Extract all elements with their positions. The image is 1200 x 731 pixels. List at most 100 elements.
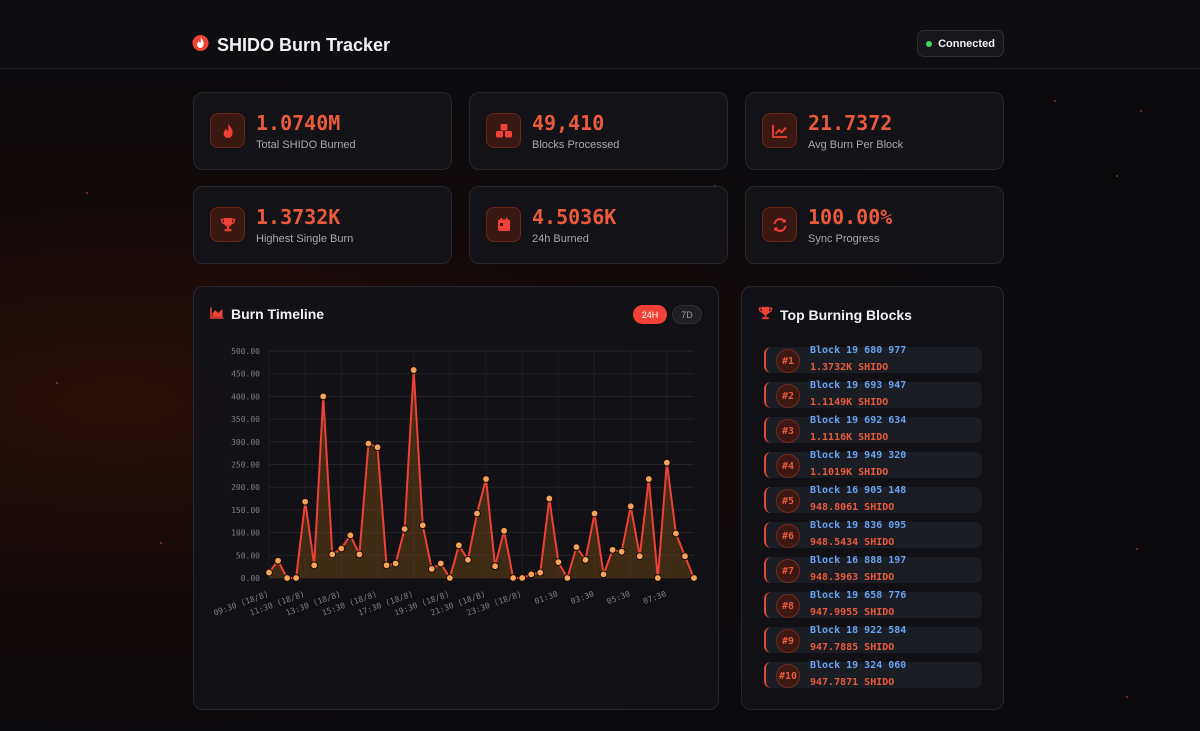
list-item[interactable]: #7 Block 16 888 197 948.3963 SHIDO [764, 555, 982, 583]
stat-card-avg-burn: 21.7372 Avg Burn Per Block [745, 92, 1004, 170]
ember-particle [160, 542, 162, 544]
data-point [527, 570, 536, 579]
data-point [346, 531, 355, 540]
rank-badge: #10 [776, 664, 800, 688]
data-point [473, 509, 481, 518]
rank-badge: #7 [776, 559, 800, 583]
y-tick-label: 300.00 [231, 438, 260, 447]
cubes-icon [486, 113, 521, 148]
burn-amount: 1.3732K SHIDO [810, 362, 889, 373]
data-point [292, 574, 301, 582]
y-tick-label: 400.00 [231, 392, 260, 401]
stat-label: Highest Single Burn [256, 233, 354, 245]
list-item[interactable]: #1 Block 19 680 977 1.3732K SHIDO [764, 345, 982, 373]
data-point [590, 509, 599, 518]
stat-label: Blocks Processed [532, 139, 620, 151]
area-chart-icon [210, 306, 224, 322]
burn-amount: 948.3963 SHIDO [810, 572, 895, 583]
data-point [436, 559, 445, 568]
list-item[interactable]: #2 Block 19 693 947 1.1149K SHIDO [764, 380, 982, 408]
data-point [662, 458, 671, 467]
block-number: Block 19 680 977 [810, 345, 907, 356]
rank-badge: #3 [776, 419, 800, 443]
data-point [355, 550, 364, 559]
y-tick-label: 50.00 [236, 551, 260, 560]
stat-value: 100.00% [808, 205, 893, 229]
range-7d-button[interactable]: 7D [672, 305, 702, 324]
data-point [319, 392, 328, 401]
connection-status-badge: Connected [917, 30, 1004, 57]
data-point [283, 574, 291, 582]
y-tick-label: 200.00 [231, 483, 260, 492]
block-number: Block 19 324 060 [810, 660, 907, 671]
data-point [391, 559, 400, 568]
data-point [554, 558, 563, 567]
data-point [310, 561, 319, 570]
flame-icon [210, 113, 245, 148]
trend-chart-icon [762, 113, 797, 148]
stat-card-24h-burned: 4.5036K 24h Burned [469, 186, 728, 264]
data-point [301, 497, 310, 506]
data-point [681, 552, 689, 561]
rank-badge: #5 [776, 489, 800, 513]
data-point [599, 570, 608, 579]
ember-particle [1140, 110, 1142, 112]
trophy-icon [210, 207, 245, 242]
block-number: Block 19 836 095 [810, 520, 907, 531]
data-point [382, 561, 391, 570]
list-item[interactable]: #9 Block 18 922 584 947.7885 SHIDO [764, 625, 982, 653]
brand[interactable]: SHIDO Burn Tracker [192, 33, 390, 57]
list-item[interactable]: #4 Block 19 949 320 1.1019K SHIDO [764, 450, 982, 478]
x-tick-label: 01:30 [533, 589, 559, 606]
burn-amount: 948.8061 SHIDO [810, 502, 895, 513]
top-burning-blocks-panel: Top Burning Blocks #1 Block 19 680 977 1.3… [741, 286, 1004, 710]
data-point [563, 574, 572, 582]
data-point [581, 555, 590, 564]
list-item[interactable]: #10 Block 19 324 060 947.7871 SHIDO [764, 660, 982, 688]
data-point [500, 526, 509, 535]
data-point [373, 443, 382, 452]
y-tick-label: 450.00 [231, 370, 260, 379]
list-item[interactable]: #3 Block 19 692 634 1.1116K SHIDO [764, 415, 982, 443]
data-point [509, 574, 518, 582]
stat-value: 1.0740M [256, 111, 341, 135]
data-point [644, 475, 653, 483]
rank-badge: #9 [776, 629, 800, 653]
burn-amount: 1.1149K SHIDO [810, 397, 889, 408]
stat-card-total-burned: 1.0740M Total SHIDO Burned [193, 92, 452, 170]
stat-label: Sync Progress [808, 233, 880, 245]
burn-amount: 948.5434 SHIDO [810, 537, 895, 548]
burn-amount: 947.7871 SHIDO [810, 677, 895, 688]
range-24h-button[interactable]: 24H [633, 305, 667, 324]
rank-badge: #4 [776, 454, 800, 478]
data-point [491, 562, 499, 571]
data-point [364, 439, 373, 448]
y-tick-label: 0.00 [241, 574, 260, 583]
data-point [672, 529, 680, 538]
burn-amount: 1.1116K SHIDO [810, 432, 889, 443]
list-item[interactable]: #6 Block 19 836 095 948.5434 SHIDO [764, 520, 982, 548]
stat-value: 21.7372 [808, 111, 893, 135]
data-point [572, 543, 581, 552]
data-point [690, 574, 698, 582]
data-point [409, 366, 418, 374]
data-point [545, 494, 554, 503]
stat-label: 24h Burned [532, 233, 589, 245]
y-tick-label: 350.00 [231, 415, 260, 424]
data-point [418, 521, 427, 530]
data-point [400, 525, 409, 533]
ember-particle [1116, 175, 1118, 177]
list-item[interactable]: #5 Block 16 905 148 948.8061 SHIDO [764, 485, 982, 513]
top-blocks-header: Top Burning Blocks [758, 306, 912, 323]
calendar-icon [486, 207, 521, 242]
stat-label: Avg Burn Per Block [808, 139, 904, 151]
area-fill [269, 370, 694, 578]
data-point [464, 555, 472, 564]
ember-particle [1136, 548, 1138, 550]
list-item[interactable]: #8 Block 19 658 776 947.9955 SHIDO [764, 590, 982, 618]
data-point [337, 544, 346, 553]
block-number: Block 16 905 148 [810, 485, 907, 496]
data-point [608, 545, 617, 554]
top-blocks-list: #1 Block 19 680 977 1.3732K SHIDO #2 Block … [764, 345, 982, 697]
stat-card-highest-burn: 1.3732K Highest Single Burn [193, 186, 452, 264]
